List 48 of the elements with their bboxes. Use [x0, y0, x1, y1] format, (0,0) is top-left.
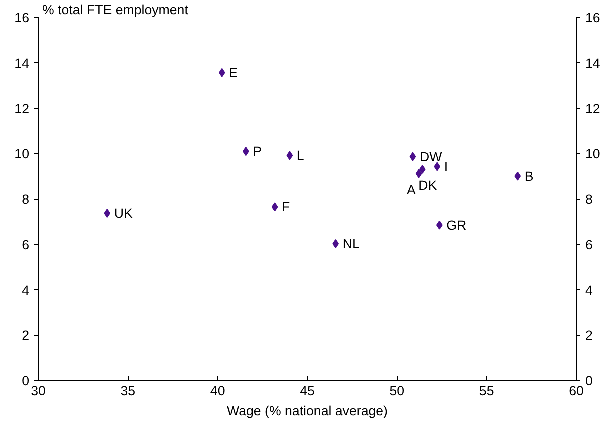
point	[272, 202, 278, 212]
y2-tick-label: 10	[586, 146, 600, 162]
x-tick-label: 35	[120, 384, 136, 398]
point	[218, 68, 226, 78]
point	[416, 169, 422, 178]
y-tick-label: 16	[14, 10, 30, 26]
annotation: UK	[114, 206, 133, 222]
y2-tick-label: 0	[586, 374, 593, 388]
x-tick-label: 60	[569, 384, 584, 398]
annotation: F	[282, 200, 290, 215]
annotation: L	[296, 148, 304, 164]
y-tick-label: 14	[14, 56, 30, 71]
y-tick-label: 8	[22, 192, 30, 207]
y2-tick-label: 2	[586, 328, 593, 344]
annotation: E	[229, 65, 238, 80]
y2-tick-label: 4	[586, 282, 594, 298]
y-tick-label: 4	[22, 282, 30, 298]
x-tick-label: 45	[300, 384, 315, 398]
point	[514, 172, 522, 181]
point	[434, 162, 441, 172]
y2-tick-label: 16	[586, 10, 600, 26]
x-tick-label: 55	[479, 384, 494, 398]
y-tick-label: 2	[22, 328, 30, 344]
x-tick-label: 50	[390, 384, 405, 398]
annotation: P	[253, 144, 262, 160]
y-tick-label: 12	[14, 101, 30, 116]
point	[286, 151, 294, 160]
y2-tick-label: 14	[586, 56, 601, 71]
x-axis-title: Wage (% national average)	[226, 404, 388, 418]
annotation: DK	[418, 178, 438, 194]
annotation: GR	[446, 218, 467, 233]
y2-tick-label: 12	[586, 101, 600, 116]
annotation: NL	[342, 236, 360, 252]
point	[419, 165, 426, 174]
annotation: I	[444, 159, 448, 174]
y-tick-label: 6	[22, 237, 30, 252]
x-tick-label: 30	[31, 384, 46, 398]
annotation: DW	[420, 149, 443, 164]
annotation: A	[407, 182, 416, 198]
y2-tick-label: 6	[586, 237, 593, 252]
point	[410, 152, 416, 162]
point	[104, 209, 111, 218]
y-tick-label: 0	[22, 374, 30, 388]
x-tick-label: 40	[210, 384, 226, 398]
annotation: B	[524, 168, 534, 184]
y2-tick-label: 8	[586, 192, 593, 207]
y-tick-label: 10	[14, 146, 30, 162]
y-axis-title: % total FTE employment	[42, 2, 189, 18]
